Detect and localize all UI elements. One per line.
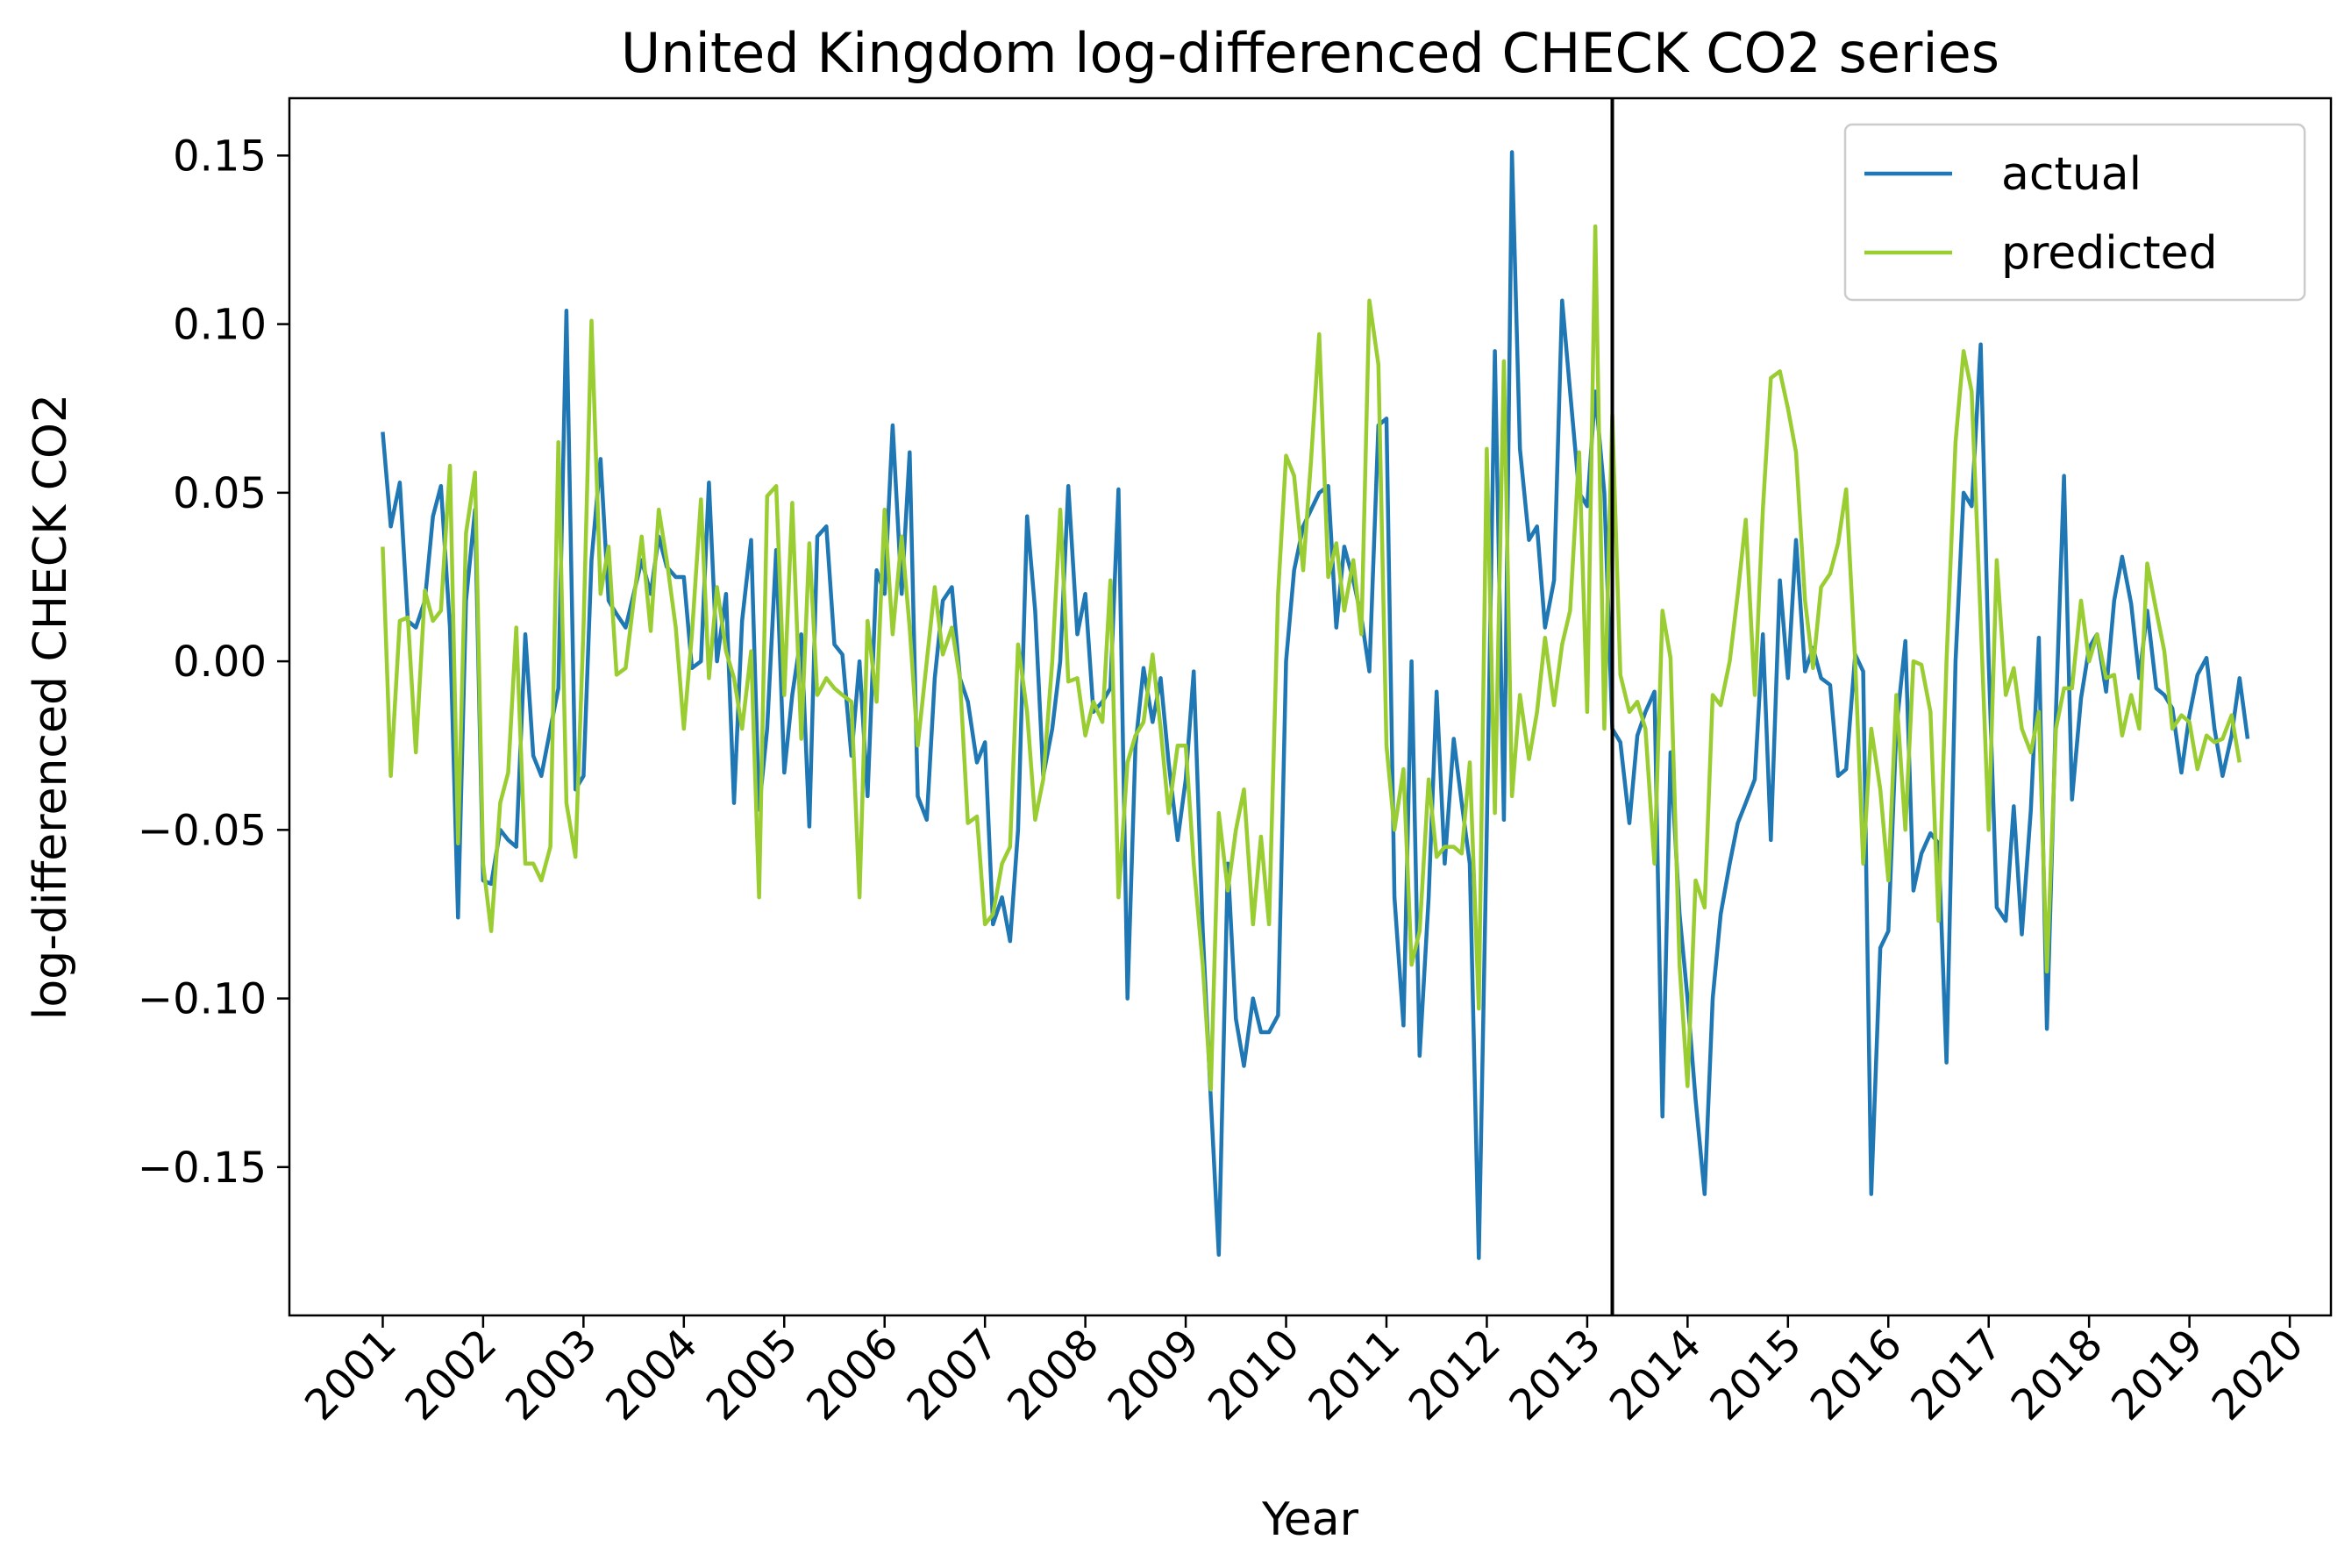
y-axis: −0.15 −0.10 −0.05 0.00 0.05 0.10 0.15 xyxy=(138,132,289,1193)
y-tick-label: −0.05 xyxy=(138,806,267,855)
series-line-predicted xyxy=(381,224,2242,1092)
y-tick-label: 0.15 xyxy=(173,132,267,181)
legend-label-predicted: predicted xyxy=(2001,227,2218,280)
series-group xyxy=(381,150,2250,1260)
legend-label-actual: actual xyxy=(2001,148,2142,201)
y-tick-label: −0.10 xyxy=(138,975,267,1024)
plot-area xyxy=(381,98,2250,1315)
chart-title: United Kingdom log-differenced CHECK CO2… xyxy=(621,21,1999,85)
y-axis-label: log-differenced CHECK CO2 xyxy=(25,394,77,1020)
y-tick-label: 0.05 xyxy=(173,469,267,518)
x-axis-label: Year xyxy=(1261,1493,1359,1546)
y-tick-label: 0.10 xyxy=(173,301,267,350)
legend: actual predicted xyxy=(1843,123,2306,302)
plot-frame xyxy=(288,96,2333,1317)
y-tick-label: −0.15 xyxy=(138,1144,267,1193)
y-tick-label: 0.00 xyxy=(173,638,267,687)
legend-box xyxy=(1843,123,2306,302)
